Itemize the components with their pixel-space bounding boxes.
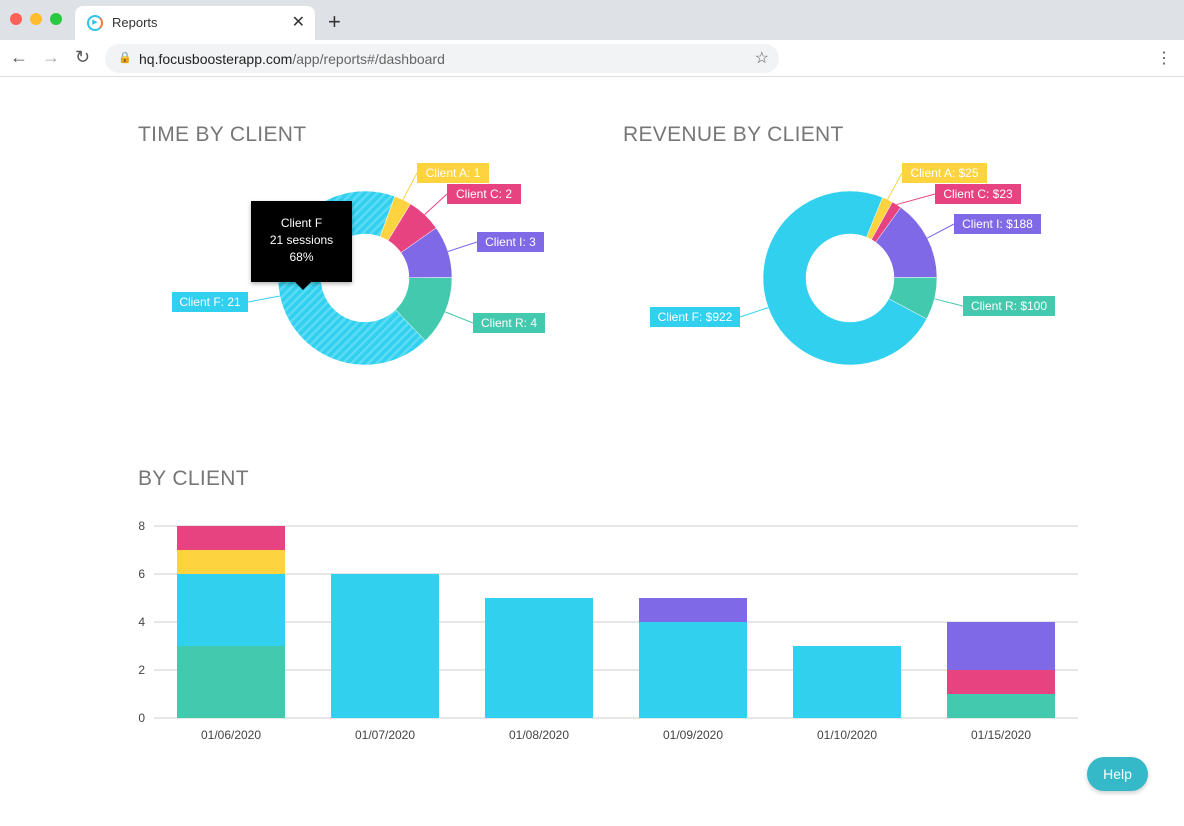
close-tab-icon[interactable]: ✕ (291, 14, 305, 31)
tab-reports[interactable]: ▶ Reports ✕ (75, 6, 315, 40)
slice-label-box (935, 184, 1021, 204)
label-leader-line (934, 298, 964, 307)
bar-client-a[interactable] (177, 550, 285, 574)
slice-label: Client A: 1 (426, 166, 481, 180)
tooltip-client-f: Client F 21 sessions 68% (251, 201, 352, 290)
label-leader-line (927, 223, 955, 239)
by-client-title: BY CLIENT (138, 467, 249, 490)
close-window-button[interactable] (10, 13, 22, 25)
slice-label: Client I: $188 (962, 217, 1033, 231)
new-tab-button[interactable]: + (328, 9, 341, 34)
bar-client-f[interactable] (793, 646, 901, 718)
y-tick-label: 8 (138, 519, 145, 533)
slice-label: Client C: 2 (456, 187, 512, 201)
slice-label-box (417, 163, 489, 183)
x-tick-label: 01/08/2020 (509, 728, 569, 742)
slice-label-box (473, 313, 545, 333)
bar-client-i[interactable] (639, 598, 747, 622)
minimize-window-button[interactable] (30, 13, 42, 25)
tooltip-sessions: 21 sessions (269, 233, 334, 247)
slice-label-box (954, 214, 1041, 234)
label-leader-line (896, 193, 936, 206)
slice-label: Client F: $922 (658, 310, 733, 324)
slice-label: Client A: $25 (910, 166, 978, 180)
browser-toolbar: ← → ↻ 🔒 hq.focusboosterapp.com/app/repor… (0, 40, 1184, 77)
slice-client-f[interactable] (762, 190, 928, 366)
bar-client-f[interactable] (331, 574, 439, 718)
url-host: hq.focusboosterapp.com (139, 51, 293, 67)
slice-label-box (172, 292, 248, 312)
back-icon[interactable]: ← (10, 47, 28, 67)
label-leader-line (447, 241, 478, 252)
label-leader-line (402, 172, 418, 200)
slice-label-box (902, 163, 987, 183)
bar-client-r[interactable] (947, 694, 1055, 718)
slice-label: Client I: 3 (485, 235, 536, 249)
label-leader-line (247, 295, 280, 303)
label-leader-line (739, 307, 769, 318)
slice-label: Client R: 4 (481, 316, 537, 330)
label-leader-line (444, 311, 474, 324)
maximize-window-button[interactable] (50, 13, 62, 25)
time-by-client-title: TIME BY CLIENT (138, 123, 307, 146)
label-leader-line (424, 193, 448, 215)
bar-client-f[interactable] (485, 598, 593, 718)
revenue-by-client-title: REVENUE BY CLIENT (623, 123, 844, 146)
reload-icon[interactable]: ↻ (75, 47, 91, 67)
focusbooster-favicon-icon: ▶ (87, 15, 103, 31)
slice-label-box (477, 232, 544, 252)
bar-client-c[interactable] (177, 526, 285, 550)
bar-client-r[interactable] (177, 646, 285, 718)
x-tick-label: 01/10/2020 (817, 728, 877, 742)
lock-icon: 🔒 (118, 52, 132, 64)
bar-client-i[interactable] (947, 622, 1055, 670)
help-button[interactable]: Help (1087, 757, 1148, 791)
bookmark-star-icon[interactable]: ☆ (754, 50, 769, 67)
bar-client-f[interactable] (177, 574, 285, 646)
tab-bar: ▶ Reports ✕ + (0, 0, 1184, 40)
slice-label: Client R: $100 (971, 299, 1047, 313)
y-tick-label: 2 (138, 663, 145, 677)
url-text: hq.focusboosterapp.com/app/reports#/dash… (139, 51, 445, 67)
x-tick-label: 01/09/2020 (663, 728, 723, 742)
tooltip-percent: 68% (289, 250, 314, 264)
slice-label: Client F: 21 (179, 295, 241, 309)
slice-label-box (963, 296, 1055, 316)
y-tick-label: 4 (138, 615, 145, 629)
address-bar[interactable]: 🔒 hq.focusboosterapp.com/app/reports#/da… (105, 44, 779, 73)
bar-client-f[interactable] (639, 622, 747, 718)
y-tick-label: 0 (138, 711, 145, 725)
slice-label-box (447, 184, 521, 204)
tooltip-name: Client F (280, 216, 323, 230)
browser-menu-icon[interactable]: ⋮ (1156, 50, 1172, 67)
tab-title: Reports (112, 15, 158, 30)
forward-icon[interactable]: → (42, 47, 60, 67)
x-tick-label: 01/07/2020 (355, 728, 415, 742)
label-leader-line (887, 172, 903, 200)
url-path: /app/reports#/dashboard (292, 51, 445, 67)
x-tick-label: 01/15/2020 (971, 728, 1031, 742)
slice-label: Client C: $23 (943, 187, 1013, 201)
slice-label-box (650, 307, 740, 327)
y-tick-label: 6 (138, 567, 145, 581)
x-tick-label: 01/06/2020 (201, 728, 261, 742)
bar-client-c[interactable] (947, 670, 1055, 694)
